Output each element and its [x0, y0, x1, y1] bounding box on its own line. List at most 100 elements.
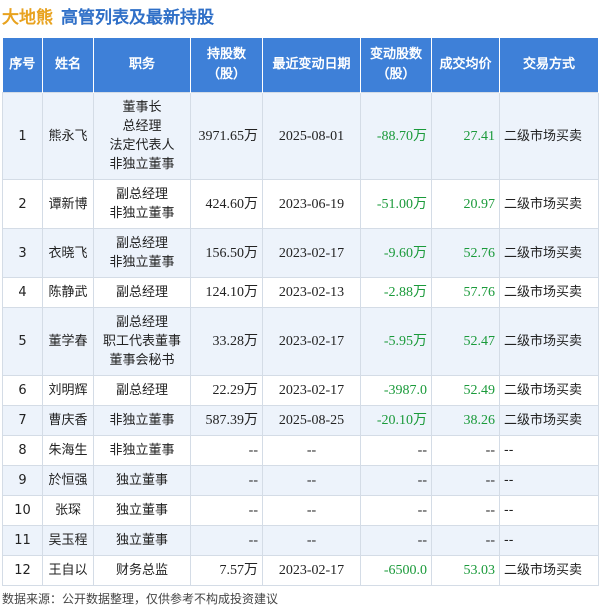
role-line: 非独立董事: [109, 255, 175, 270]
table-cell: 非独立董事: [93, 405, 191, 436]
table-cell: 财务总监: [93, 555, 191, 586]
table-cell: --: [499, 525, 599, 556]
role-line: 职工代表董事: [102, 334, 181, 349]
table-cell: 33.28万: [190, 307, 263, 376]
column-header: 姓名: [42, 38, 94, 93]
table-cell: 二级市场买卖: [499, 405, 599, 436]
table-cell: 二级市场买卖: [499, 228, 599, 278]
role-line: 副总经理: [115, 315, 168, 330]
table-cell: 曹庆香: [42, 405, 94, 436]
table-cell: 二级市场买卖: [499, 179, 599, 229]
table-cell: 7.57万: [190, 555, 263, 586]
table-cell: --: [262, 495, 361, 526]
table-cell: --: [360, 465, 432, 496]
table-cell: 52.49: [431, 375, 500, 406]
table-cell: 2023-02-17: [262, 375, 361, 406]
table-row: 11 吴玉程 独立董事 -- -- -- -- --: [2, 525, 599, 556]
title-bar: 大地熊 高管列表及最新持股: [2, 3, 214, 28]
table-cell: 二级市场买卖: [499, 555, 599, 586]
table-cell: 53.03: [431, 555, 500, 586]
table-cell: 吴玉程: [42, 525, 94, 556]
role-line: 董事会秘书: [109, 353, 175, 368]
table-cell: 7: [2, 405, 43, 436]
role-line: 副总经理: [115, 187, 168, 202]
table-cell: 於恒强: [42, 465, 94, 496]
table-cell: 二级市场买卖: [499, 92, 599, 180]
table-cell: --: [360, 435, 432, 466]
table-cell: --: [499, 465, 599, 496]
table-cell: 董事长 总经理 法定代表人 非独立董事: [93, 92, 191, 180]
table-cell: --: [360, 525, 432, 556]
table-cell: 8: [2, 435, 43, 466]
table-cell: --: [431, 435, 500, 466]
column-header: 成交均价: [431, 38, 500, 93]
table-cell: 20.97: [431, 179, 500, 229]
table-cell: --: [190, 465, 263, 496]
table-cell: 3: [2, 228, 43, 278]
table-cell: 衣晓飞: [42, 228, 94, 278]
table-cell: --: [262, 435, 361, 466]
table-cell: 副总经理 非独立董事: [93, 179, 191, 229]
table-row: 6 刘明辉 副总经理 22.29万 2023-02-17 -3987.0 52.49 二级市场…: [2, 375, 599, 406]
table-cell: 2023-02-17: [262, 307, 361, 376]
table-cell: 二级市场买卖: [499, 307, 599, 376]
table-cell: --: [431, 525, 500, 556]
role-line: 非独立董事: [109, 206, 175, 221]
table-cell: 2: [2, 179, 43, 229]
table-cell: 9: [2, 465, 43, 496]
table-cell: --: [190, 495, 263, 526]
table-row: 1 熊永飞 董事长 总经理 法定代表人 非独立董事 3971.65万 2025-08-01 -8…: [2, 92, 599, 180]
table-cell: 副总经理职工代表董事 董事会秘书: [93, 307, 191, 376]
header-row: 序号 姓名 职务 持股数 （股） 最近变动日期 变动股数 （股） 成交均价 交易方式: [2, 38, 599, 93]
table-cell: -51.00万: [360, 179, 432, 229]
role-line: 非独立董事: [109, 413, 175, 428]
table-cell: 谭新博: [42, 179, 94, 229]
table-cell: --: [262, 465, 361, 496]
table-cell: --: [499, 495, 599, 526]
table-cell: 2023-02-17: [262, 555, 361, 586]
table-cell: 2023-06-19: [262, 179, 361, 229]
table-cell: -2.88万: [360, 277, 432, 308]
role-line: 独立董事: [115, 503, 168, 518]
table-cell: 38.26: [431, 405, 500, 436]
table-cell: 副总经理 非独立董事: [93, 228, 191, 278]
column-header: 职务: [93, 38, 191, 93]
footer: 数据来源：公开数据整理，仅供参考不构成投资建议: [2, 592, 279, 606]
table-row: 2 谭新博 副总经理 非独立董事 424.60万 2023-06-19 -51.00万 20.…: [2, 179, 599, 229]
column-header: 交易方式: [499, 38, 599, 93]
role-line: 副总经理: [115, 285, 168, 300]
table-cell: --: [190, 525, 263, 556]
role-line: 法定代表人: [109, 138, 175, 153]
column-header: 最近变动日期: [262, 38, 361, 93]
table-cell: --: [190, 435, 263, 466]
table-cell: 独立董事: [93, 525, 191, 556]
table-cell: -6500.0: [360, 555, 432, 586]
table-cell: --: [431, 465, 500, 496]
table-cell: 2025-08-01: [262, 92, 361, 180]
table-cell: 27.41: [431, 92, 500, 180]
table-cell: 独立董事: [93, 495, 191, 526]
table-row: 7 曹庆香 非独立董事 587.39万 2025-08-25 -20.10万 38.26 二级…: [2, 405, 599, 436]
table-cell: 2023-02-13: [262, 277, 361, 308]
table-cell: 二级市场买卖: [499, 375, 599, 406]
table-cell: 1: [2, 92, 43, 180]
table-cell: 6: [2, 375, 43, 406]
table-cell: -9.60万: [360, 228, 432, 278]
table-cell: 2023-02-17: [262, 228, 361, 278]
table-row: 9 於恒强 独立董事 -- -- -- -- --: [2, 465, 599, 496]
table-body: 1 熊永飞 董事长 总经理 法定代表人 非独立董事 3971.65万 2025-08-01 -8…: [2, 92, 599, 586]
table-cell: --: [431, 495, 500, 526]
role-line: 非独立董事: [109, 157, 175, 172]
table-cell: --: [499, 435, 599, 466]
table-cell: -3987.0: [360, 375, 432, 406]
table-cell: 4: [2, 277, 43, 308]
table-cell: -20.10万: [360, 405, 432, 436]
table-cell: 124.10万: [190, 277, 263, 308]
table-cell: -5.95万: [360, 307, 432, 376]
role-line: 总经理: [122, 119, 162, 134]
column-header: 序号: [2, 38, 43, 93]
table-cell: 3971.65万: [190, 92, 263, 180]
table-row: 12 王自以 财务总监 7.57万 2023-02-17 -6500.0 53.03 二级市场…: [2, 555, 599, 586]
table-cell: 156.50万: [190, 228, 263, 278]
table-cell: 587.39万: [190, 405, 263, 436]
